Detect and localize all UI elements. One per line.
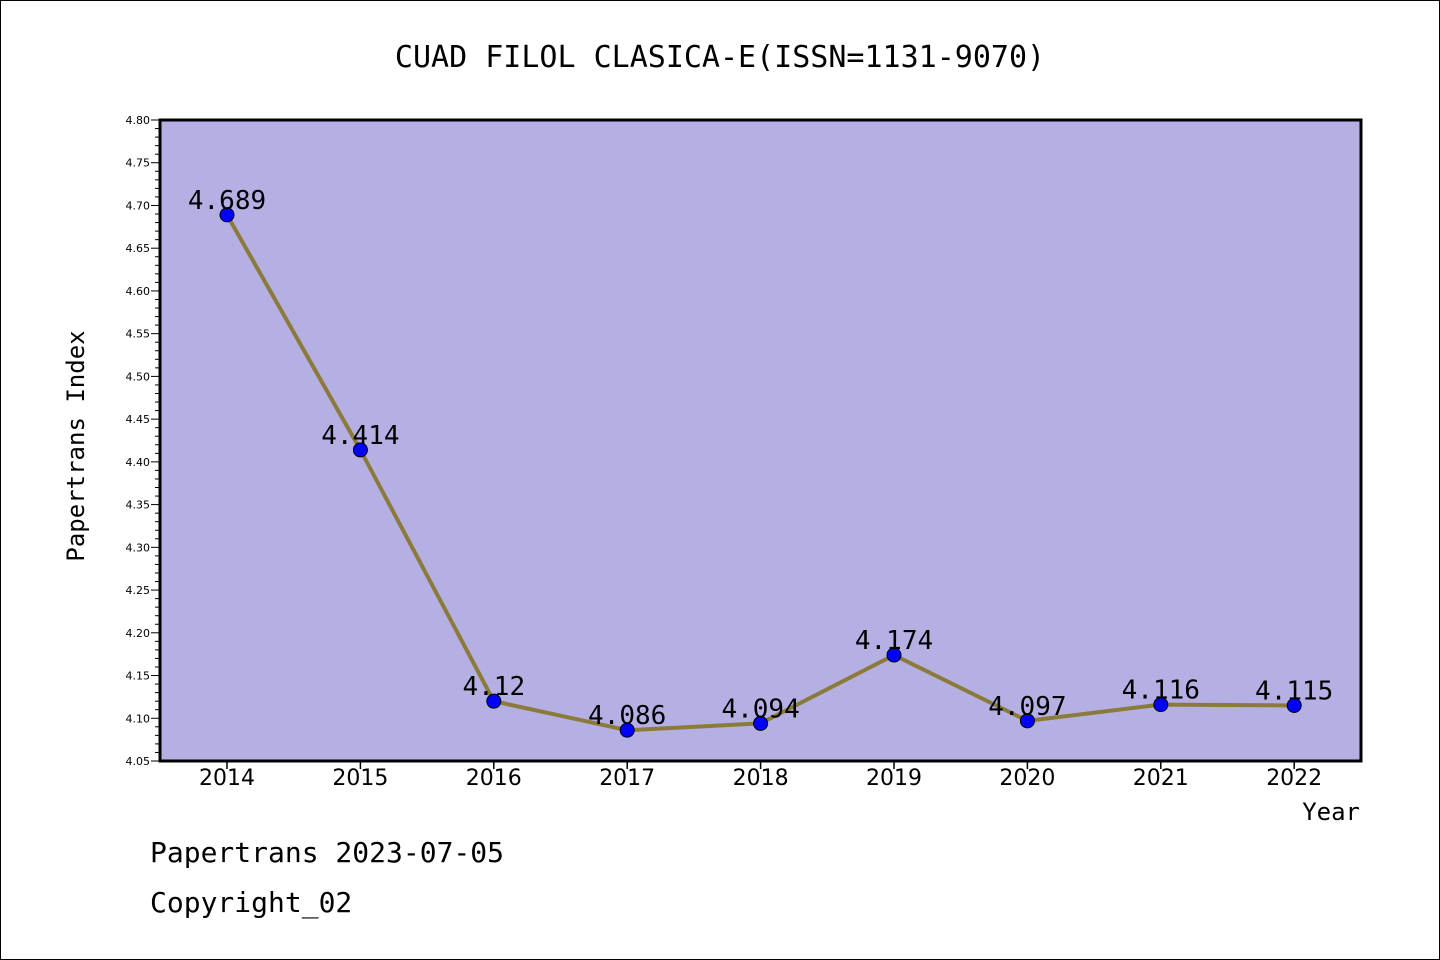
x-tick-label: 2020 — [999, 766, 1055, 791]
x-axis-label: Year — [1302, 798, 1360, 826]
data-point — [619, 722, 635, 738]
x-tick-label: 2019 — [866, 766, 922, 791]
y-tick-label: 4.35 — [126, 499, 151, 512]
y-tick-label: 4.10 — [126, 712, 151, 725]
x-tick-label: 2014 — [199, 766, 255, 791]
chart-title: CUAD FILOL CLASICA-E(ISSN=1131-9070) — [395, 40, 1045, 75]
data-point — [753, 715, 769, 731]
x-tick-label: 2017 — [599, 766, 655, 791]
plot-area — [158, 118, 1363, 763]
x-axis-ticks: 2014 2015 2016 2017 2018 2019 2020 2021 2022 — [199, 761, 1322, 791]
data-label: 4.094 — [721, 694, 799, 724]
x-tick-label: 2015 — [332, 766, 388, 791]
y-tick-label: 4.25 — [126, 584, 151, 597]
y-tick-label: 4.40 — [126, 456, 151, 469]
data-label: 4.116 — [1122, 676, 1200, 706]
x-tick-label: 2016 — [466, 766, 522, 791]
footer-copyright: Copyright_02 — [150, 886, 353, 919]
data-label: 4.115 — [1255, 676, 1333, 706]
data-point — [486, 693, 502, 709]
data-point — [1019, 713, 1035, 729]
y-tick-label: 4.15 — [126, 670, 151, 683]
y-tick-label: 4.65 — [126, 242, 151, 255]
y-tick-label: 4.70 — [126, 199, 151, 212]
data-point — [1153, 697, 1169, 713]
data-label: 4.689 — [188, 186, 266, 216]
footer-date: Papertrans 2023-07-05 — [150, 836, 505, 869]
data-point — [219, 207, 235, 223]
data-label: 4.174 — [855, 626, 933, 656]
data-label: 4.097 — [988, 692, 1066, 722]
data-point — [1286, 697, 1302, 713]
data-label: 4.086 — [588, 701, 666, 731]
data-markers — [219, 207, 1302, 738]
data-point — [352, 442, 368, 458]
y-tick-label: 4.50 — [126, 370, 151, 383]
y-tick-label: 4.75 — [126, 157, 151, 170]
y-tick-label: 4.20 — [126, 627, 151, 640]
x-tick-label: 2018 — [733, 766, 789, 791]
y-tick-label: 4.30 — [126, 541, 151, 554]
data-label: 4.12 — [462, 672, 525, 702]
data-label: 4.414 — [321, 421, 399, 451]
y-tick-label: 4.45 — [126, 413, 151, 426]
y-tick-label: 4.55 — [126, 328, 151, 341]
y-tick-label: 4.05 — [126, 755, 151, 768]
data-point — [886, 647, 902, 663]
y-axis-label: Papertrans Index — [62, 330, 90, 561]
y-tick-label: 4.80 — [126, 114, 151, 127]
x-tick-label: 2021 — [1133, 766, 1189, 791]
x-tick-label: 2022 — [1266, 766, 1322, 791]
data-labels: 4.689 4.414 4.12 4.086 4.094 4.174 4.097 4.116 4… — [188, 186, 1333, 731]
y-tick-label: 4.60 — [126, 285, 151, 298]
y-axis-ticks: 4.05 4.10 4.15 4.20 4.25 4.30 4.35 4.40 4.45 4.50… — [126, 114, 160, 768]
